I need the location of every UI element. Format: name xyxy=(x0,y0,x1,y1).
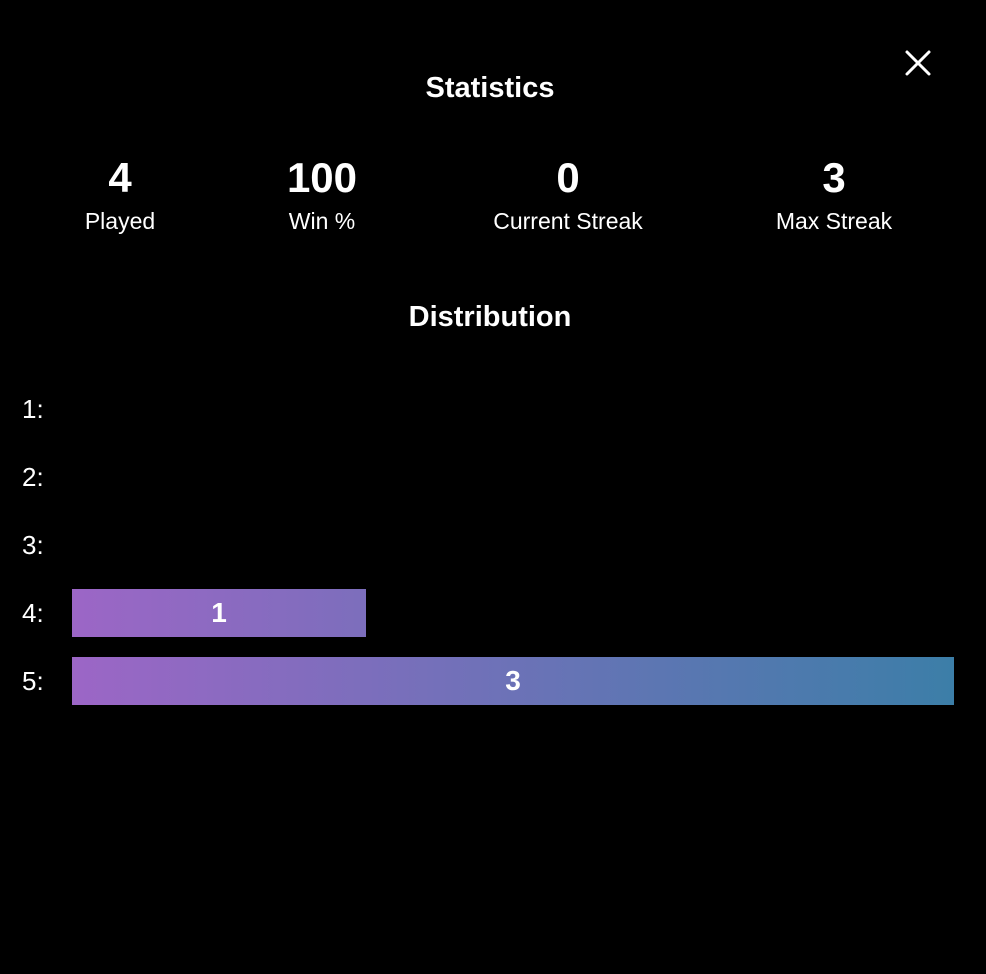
distribution-row-label: 3: xyxy=(22,530,44,560)
modal-title: Statistics xyxy=(425,72,555,104)
stat-value: 4 xyxy=(108,154,132,201)
distribution-row-1: 1: xyxy=(0,385,986,433)
stat-win-percent: 100 Win % xyxy=(202,152,442,236)
distribution-row-3: 3: xyxy=(0,521,986,569)
distribution-row-2: 2: xyxy=(0,453,986,501)
stat-label: Current Streak xyxy=(493,208,643,234)
distribution-count: 1 xyxy=(211,597,227,628)
distribution-row-4: 4: 1 xyxy=(0,589,986,637)
close-icon xyxy=(905,50,931,76)
distribution-count: 3 xyxy=(505,665,521,696)
distribution-row-label: 2: xyxy=(22,462,44,492)
distribution-row-label: 5: xyxy=(22,666,44,696)
stat-value: 3 xyxy=(822,154,846,201)
distribution-title: Distribution xyxy=(408,301,572,333)
close-button[interactable] xyxy=(902,47,934,79)
stat-current-streak: 0 Current Streak xyxy=(448,152,688,236)
stat-label: Played xyxy=(84,208,156,234)
stat-played: 4 Played xyxy=(0,152,240,236)
stat-value: 0 xyxy=(556,154,580,201)
distribution-bar: 3 xyxy=(72,657,954,705)
stat-max-streak: 3 Max Streak xyxy=(714,152,954,236)
distribution-row-label: 1: xyxy=(22,394,44,424)
distribution-bar: 1 xyxy=(72,589,366,637)
distribution-row-label: 4: xyxy=(22,598,44,628)
stat-label: Max Streak xyxy=(775,208,893,234)
stat-label: Win % xyxy=(288,208,356,234)
stat-value: 100 xyxy=(286,154,358,201)
distribution-row-5: 5: 3 xyxy=(0,657,986,705)
